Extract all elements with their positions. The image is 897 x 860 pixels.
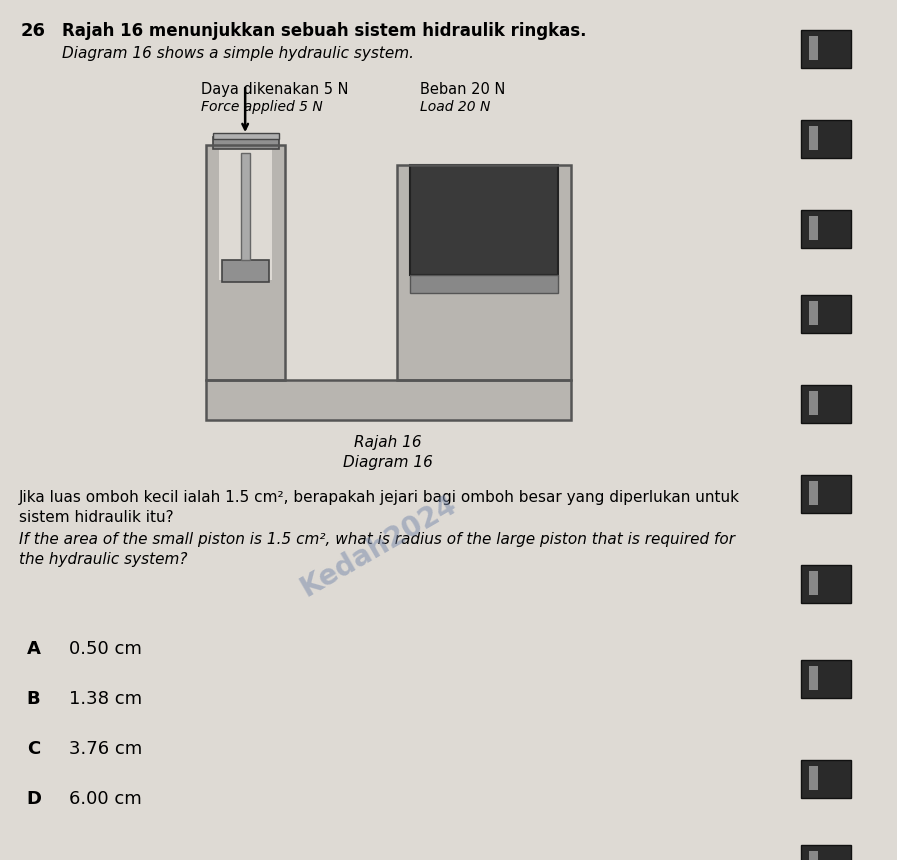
Text: Diagram 16: Diagram 16 [344, 455, 433, 470]
Bar [222, 260, 269, 282]
Bar [206, 380, 571, 420]
Text: sistem hidraulik itu?: sistem hidraulik itu? [19, 510, 174, 525]
Bar [241, 153, 250, 260]
Text: A: A [27, 640, 40, 658]
Bar [206, 380, 571, 420]
Text: Diagram 16 shows a simple hydraulic system.: Diagram 16 shows a simple hydraulic syst… [62, 46, 414, 61]
Bar [410, 165, 558, 380]
Bar [220, 145, 272, 380]
Bar [809, 126, 818, 150]
Bar [809, 571, 818, 595]
Text: 6.00 cm: 6.00 cm [69, 790, 142, 808]
Text: Rajah 16: Rajah 16 [354, 435, 422, 450]
Bar [801, 660, 851, 698]
Text: 26: 26 [21, 22, 46, 40]
Bar [801, 760, 851, 798]
Bar [220, 380, 558, 406]
Text: If the area of the small piston is 1.5 cm², what is radius of the large piston t: If the area of the small piston is 1.5 c… [19, 532, 735, 547]
Bar [809, 36, 818, 60]
Bar [809, 766, 818, 790]
Bar [410, 165, 558, 275]
Bar [801, 30, 851, 68]
Bar [801, 295, 851, 333]
Bar [809, 851, 818, 860]
Text: 1.38 cm: 1.38 cm [69, 690, 142, 708]
Text: B: B [27, 690, 40, 708]
Bar [206, 145, 285, 380]
Text: C: C [27, 740, 40, 758]
Bar [801, 475, 851, 513]
Bar [801, 845, 851, 860]
Bar [801, 385, 851, 423]
Bar [801, 210, 851, 248]
Text: Jika luas omboh kecil ialah 1.5 cm², berapakah jejari bagi omboh besar yang dipe: Jika luas omboh kecil ialah 1.5 cm², ber… [19, 490, 740, 505]
Bar [801, 120, 851, 158]
Bar [809, 481, 818, 505]
Text: Beban 20 N: Beban 20 N [420, 82, 505, 97]
Bar [206, 145, 285, 380]
Text: D: D [27, 790, 41, 808]
Text: Kedah2024: Kedah2024 [296, 490, 462, 602]
Text: 3.76 cm: 3.76 cm [69, 740, 142, 758]
Text: 0.50 cm: 0.50 cm [69, 640, 142, 658]
Bar [801, 565, 851, 603]
Bar [213, 137, 279, 149]
Bar [809, 666, 818, 690]
Bar [220, 280, 272, 380]
Text: Rajah 16 menunjukkan sebuah sistem hidraulik ringkas.: Rajah 16 menunjukkan sebuah sistem hidra… [62, 22, 587, 40]
Bar [220, 380, 558, 406]
Text: Force applied 5 N: Force applied 5 N [201, 100, 323, 114]
Text: Daya dikenakan 5 N: Daya dikenakan 5 N [201, 82, 349, 97]
Bar [809, 216, 818, 240]
Text: the hydraulic system?: the hydraulic system? [19, 552, 187, 567]
Bar [410, 275, 558, 293]
Bar [396, 165, 571, 380]
Bar [410, 210, 558, 380]
Text: Load 20 N: Load 20 N [420, 100, 490, 114]
Bar [809, 391, 818, 415]
Bar [213, 133, 279, 139]
Bar [396, 165, 571, 380]
Bar [809, 301, 818, 325]
